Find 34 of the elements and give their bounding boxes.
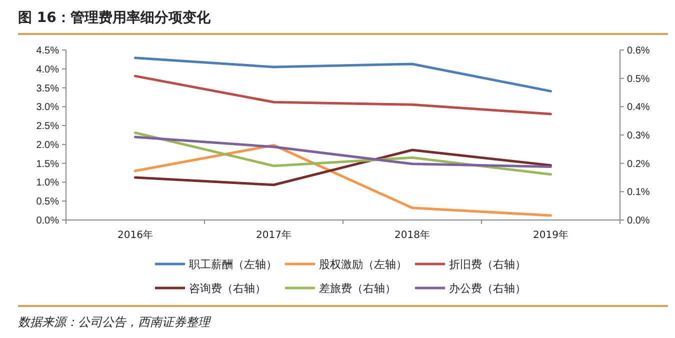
y2-tick-label: 0.5% [627,74,650,85]
x-tick-label: 2016年 [118,229,153,241]
legend-label: 职工薪酬（左轴） [189,258,277,271]
line-series [134,144,552,217]
line-series [134,74,552,116]
y-tick-label: 1.0% [36,178,60,189]
y-tick-label: 3.5% [36,83,60,94]
y2-tick-label: 0.3% [627,130,650,142]
y2-tick-label: 0.1% [627,187,650,198]
x-tick-label: 2019年 [533,229,568,241]
y-tick-label: 4.5% [36,46,60,56]
legend-label: 咨询费（右轴） [189,282,266,295]
legend-label: 办公费（右轴） [449,282,526,295]
y2-tick-label: 0.4% [627,102,650,114]
y2-tick-label: 0.0% [627,216,650,226]
legend-label: 折旧费（右轴） [449,258,526,271]
source-note: 数据来源：公司公告，西南证券整理 [18,315,212,329]
line-series [134,56,552,92]
y-tick-label: 4.0% [36,64,60,76]
legend-label: 股权激励（左轴） [319,258,407,271]
chart-title: 图 16：管理费用率细分项变化 [18,9,212,26]
line-series [134,136,552,168]
y2-tick-label: 0.2% [627,158,650,170]
legend-label: 差旅费（右轴） [319,282,396,295]
x-tick-label: 2018年 [394,229,430,241]
y-tick-label: 2.5% [36,121,60,132]
y-tick-label: 1.5% [36,158,60,170]
x-tick-label: 2017年 [256,229,292,241]
y-tick-label: 0.5% [36,196,60,208]
y-tick-label: 2.0% [36,140,60,151]
line-series [134,148,552,186]
y-tick-label: 3.0% [36,102,60,114]
y2-tick-label: 0.6% [627,46,650,56]
y-tick-label: 0.0% [36,216,60,226]
